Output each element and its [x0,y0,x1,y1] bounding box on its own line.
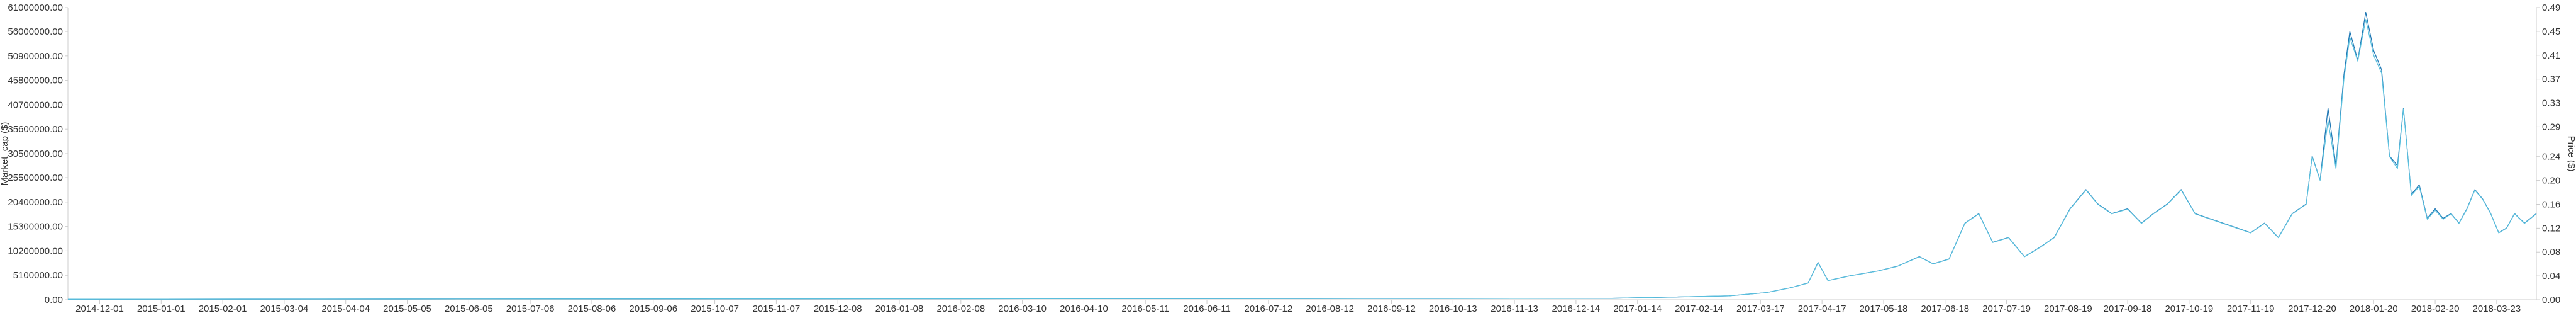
x-tick-label: 2016-11-13 [1491,304,1538,314]
x-tick-label: 2015-01-01 [137,304,186,314]
x-tick-label: 2017-01-14 [1613,304,1662,314]
y-left-tick-label: 61000000.00 [8,3,63,13]
x-tick-label: 2017-12-20 [2288,304,2336,314]
x-tick-label: 2017-06-18 [1921,304,1969,314]
y-right-tick-label: 0.24 [2542,152,2560,162]
y-left-tick-label: 30500000.00 [8,149,63,159]
x-tick-label: 2017-07-19 [1982,304,2031,314]
x-tick-label: 2016-03-10 [998,304,1046,314]
x-tick-label: 2015-07-06 [506,304,555,314]
x-tick-label: 2018-02-20 [2411,304,2460,314]
price-line [67,19,2537,300]
x-tick-label: 2014-12-01 [75,304,124,314]
x-tick-label: 2017-09-18 [2104,304,2152,314]
x-tick-label: 2017-08-19 [2044,304,2092,314]
y-right-tick-label: 0.33 [2542,98,2560,109]
y-right-tick-label: 0.04 [2542,271,2560,281]
x-tick-label: 2015-12-08 [814,304,862,314]
y-right-tick-label: 0.41 [2542,50,2560,61]
x-tick-label: 2016-08-12 [1306,304,1354,314]
x-tick-label: 2016-04-10 [1060,304,1108,314]
axes-layer: 2014-12-01 2015-01-01 2015-02-01 2015-03-04… [0,3,2576,314]
y-left-tick-label: 25500000.00 [8,173,63,183]
y-left-tick-label: 10200000.00 [8,246,63,256]
market-cap-line [67,11,2537,300]
y-left-tick-label: 20400000.00 [8,197,63,208]
x-tick-label: 2016-05-11 [1121,304,1169,314]
x-tick-label: 2017-02-14 [1675,304,1723,314]
x-tick-label: 2015-08-06 [568,304,616,314]
x-tick-label: 2016-10-13 [1429,304,1477,314]
y-left-tick-label: 50900000.00 [8,51,63,62]
x-tick-label: 2016-02-08 [936,304,985,314]
y-left-tick-label: 15300000.00 [8,222,63,232]
x-tick-label: 2015-02-01 [199,304,247,314]
y-left-tick-label: 45800000.00 [8,76,63,86]
y-left-tick-label: 5100000.00 [13,270,63,281]
x-tick-label: 2018-03-23 [2473,304,2521,314]
x-tick-label: 2016-09-12 [1367,304,1416,314]
x-tick-label: 2016-07-12 [1244,304,1292,314]
x-tick-label: 2015-11-07 [753,304,801,314]
x-tick-label: 2015-05-05 [383,304,431,314]
x-tick-label: 2018-01-20 [2350,304,2398,314]
y-right-tick-label: 0.45 [2542,26,2560,37]
x-tick-label: 2017-11-19 [2227,304,2275,314]
x-tick-label: 2015-03-04 [260,304,309,314]
x-tick-label: 2017-10-19 [2165,304,2213,314]
x-tick-label: 2015-04-04 [321,304,370,314]
y-right-tick-label: 0.08 [2542,247,2560,258]
x-tick-label: 2015-06-05 [445,304,493,314]
y-left-tick-label: 56000000.00 [8,26,63,37]
y-right-tick-label: 0.12 [2542,223,2560,234]
y-right-tick-label: 0.20 [2542,176,2560,186]
series-layer [67,11,2537,300]
x-tick-label: 2016-01-08 [875,304,924,314]
y-right-tick-label: 0.37 [2542,74,2560,85]
x-tick-label: 2015-10-07 [691,304,739,314]
y-right-tick-label: 0.49 [2542,3,2560,13]
y-left-tick-label: 0.00 [45,295,63,305]
y-right-tick-label: 0.00 [2542,295,2560,305]
x-tick-label: 2016-12-14 [1552,304,1601,314]
y-right-axis-title: Price ($) [2566,136,2576,172]
y-left-axis-title: Market_cap ($) [0,122,10,186]
y-left-tick-label: 40700000.00 [8,99,63,110]
y-right-tick-label: 0.16 [2542,199,2560,210]
y-left-tick-label: 35600000.00 [8,124,63,135]
x-tick-label: 2015-09-06 [629,304,677,314]
x-tick-label: 2017-04-17 [1798,304,1846,314]
x-tick-label: 2017-05-18 [1860,304,1908,314]
x-tick-label: 2016-06-11 [1183,304,1231,314]
y-right-tick-label: 0.29 [2542,122,2560,132]
x-tick-label: 2017-03-17 [1736,304,1785,314]
